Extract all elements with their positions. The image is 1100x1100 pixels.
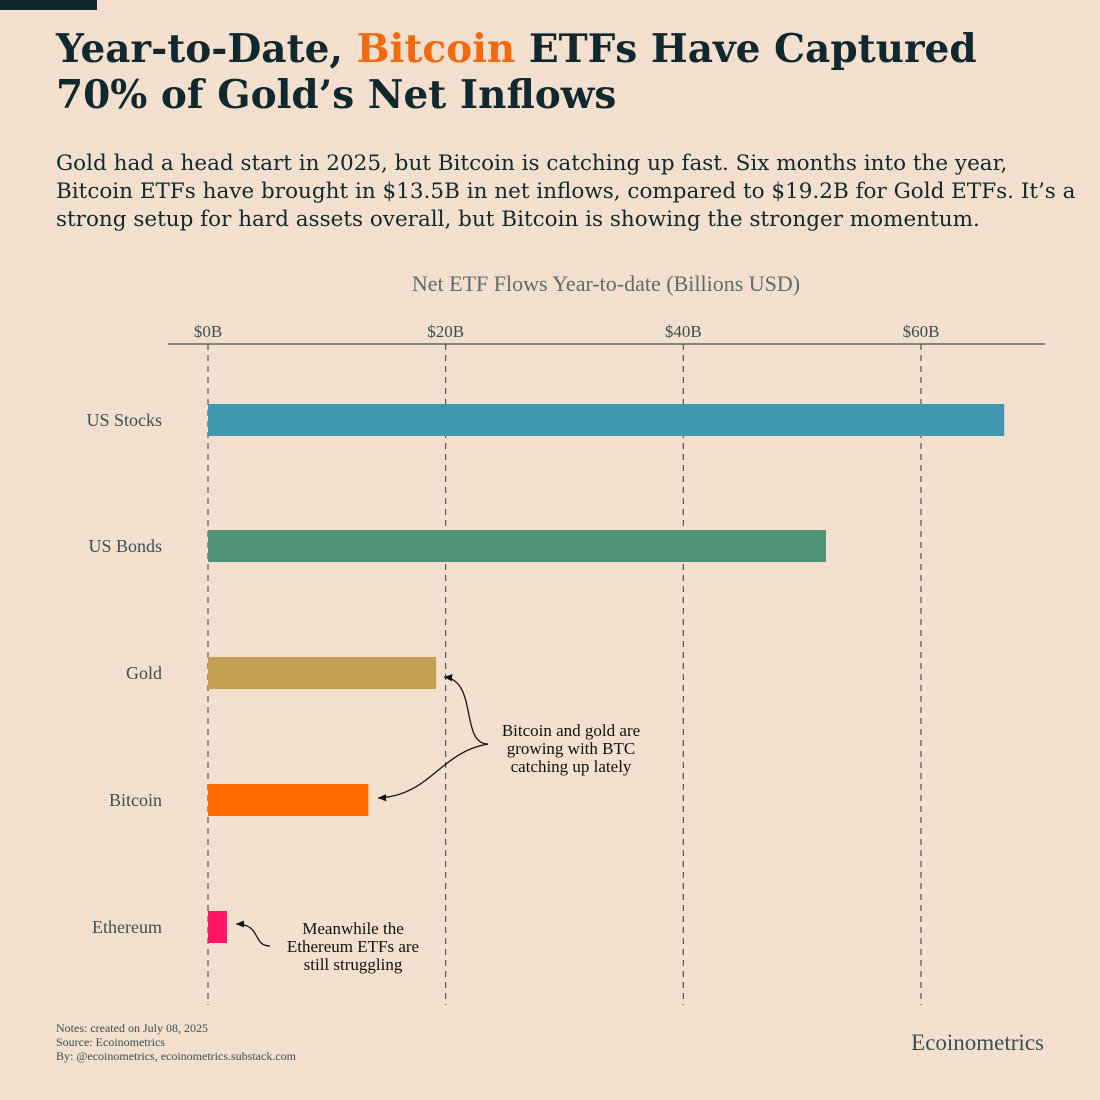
footer-source: Source: Ecoinometrics [56,1035,165,1049]
x-tick-label: $0B [194,322,222,341]
category-label: US Bonds [88,536,162,556]
annotation-text: Meanwhile the [302,919,404,938]
title-part-1: Year-to-Date, [56,26,357,72]
footer-created: Notes: created on July 08, 2025 [56,1021,208,1035]
annotation-arrow [377,743,489,802]
title-part-2: ETFs Have Captured 70% of Gold’s Net Inf… [56,26,977,118]
footer-by: By: @ecoinometrics, ecoinometrics.substa… [56,1049,296,1063]
category-label: Ethereum [92,917,162,937]
brand-logo-text: Ecoinometrics [911,1030,1044,1055]
x-tick-label: $60B [903,322,940,341]
category-label: US Stocks [86,410,162,430]
bar-chart: $0B $20B $40B $60B US Stocks US Bonds Gold Bitc… [86,322,1045,1005]
annotation-arrow [443,674,489,745]
annotation-text: Bitcoin and gold are [502,721,640,740]
corner-accent-bar [0,0,97,10]
annotation-text: catching up lately [511,757,632,776]
subtitle: Gold had a head start in 2025, but Bitco… [56,151,1076,232]
bar [208,530,826,562]
category-label: Bitcoin [109,790,162,810]
title-accent: Bitcoin [356,26,516,72]
bar [208,657,437,689]
bar [208,784,369,816]
annotation-text: Ethereum ETFs are [287,937,419,956]
bar [208,911,228,943]
category-label: Gold [126,663,162,683]
chart-title: Net ETF Flows Year-to-date (Billions USD… [411,271,801,296]
x-tick-label: $20B [427,322,464,341]
footer-notes: Notes: created on July 08, 2025 Source: … [56,1021,296,1063]
annotation-text: growing with BTC [507,739,635,758]
annotation-text: still struggling [304,955,403,974]
x-tick-label: $40B [665,322,702,341]
page-title: Year-to-Date, Bitcoin ETFs Have Captured… [56,26,1066,118]
annotation-arrow [235,920,271,947]
bar [208,404,1005,436]
